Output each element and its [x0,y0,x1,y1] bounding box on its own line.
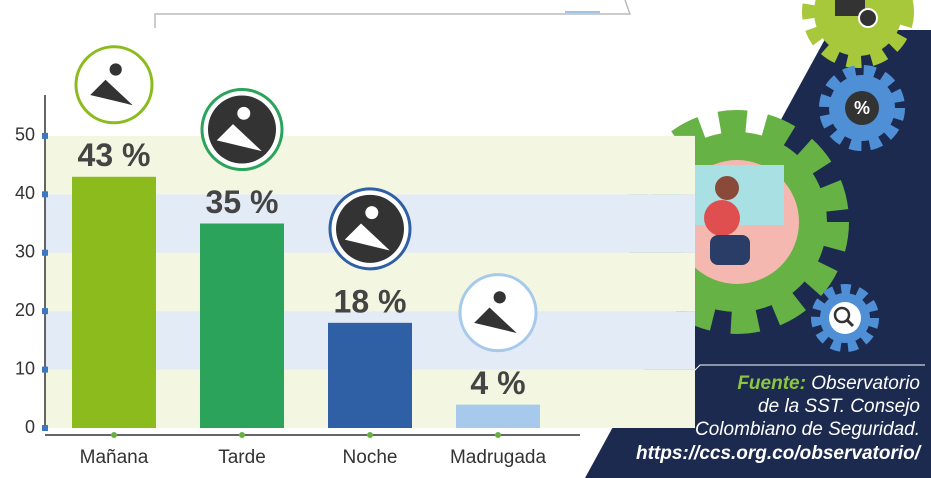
icon-sky [237,107,250,120]
x-tick-label: Noche [343,447,398,468]
y-tick-label: 0 [25,417,35,437]
y-tick [42,308,48,314]
x-tick [111,432,117,438]
bar [456,405,540,428]
svg-text:%: % [854,98,870,118]
icon-sky [110,63,122,75]
icon-sky [365,206,378,219]
icon [336,195,404,263]
y-tick [42,367,48,373]
icon [466,281,530,345]
x-tick-label: Madrugada [450,447,547,468]
source-url[interactable]: https://ccs.org.co/observatorio/ [636,443,922,464]
value-label: 35 % [206,184,279,220]
gear-percent: % [826,72,898,144]
source-line: de la SST. Consejo [758,396,920,417]
plot: 0 10 20 30 40 50 Mañana 43 % Tarde 35 % Noche 18 % M… [15,47,695,468]
icon-sky [494,291,506,303]
value-label: 4 % [470,365,525,401]
value-label: 18 % [334,283,407,319]
title-frame [155,0,630,28]
bar [328,323,412,428]
icon [82,53,146,117]
bar [200,224,284,428]
x-tick [239,432,245,438]
x-tick [367,432,373,438]
y-tick [42,191,48,197]
y-tick-label: 50 [15,125,35,145]
bar [72,177,156,428]
y-tick-label: 40 [15,183,35,203]
y-tick [42,425,48,431]
chart: % Fuente: Observatorio de la SST. Consej… [0,0,931,478]
y-tick [42,133,48,139]
y-tick-label: 20 [15,300,35,320]
x-tick-label: Mañana [80,447,149,468]
y-tick [42,250,48,256]
icon [208,96,276,164]
source-line: Colombiano de Seguridad. [695,419,920,440]
value-label: 43 % [78,137,151,173]
source: Fuente: Observatorio [737,373,920,394]
y-tick-label: 10 [15,358,35,378]
x-tick-label: Tarde [218,447,266,468]
x-tick [495,432,501,438]
y-tick-label: 30 [15,241,35,261]
